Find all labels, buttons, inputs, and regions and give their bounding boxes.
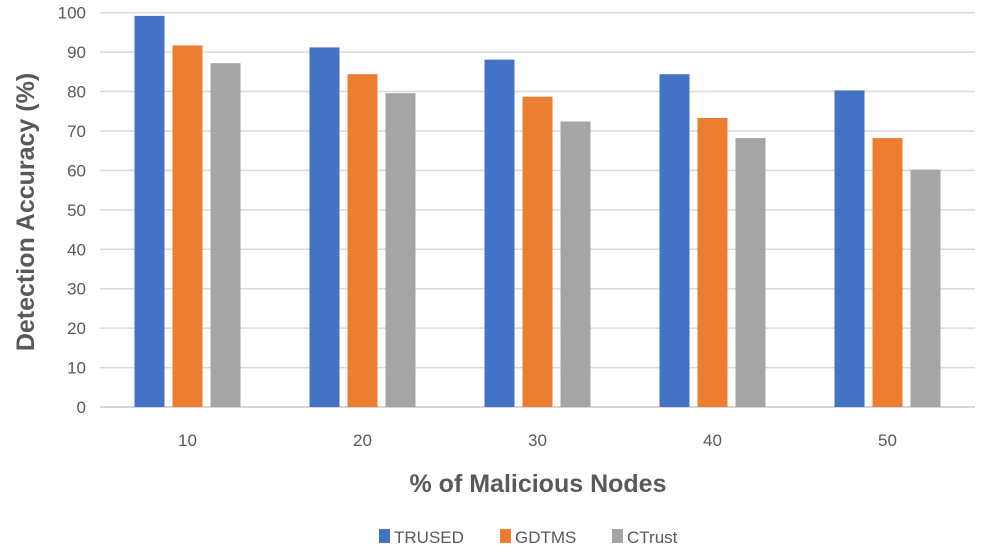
y-tick-label: 10 [67,359,86,378]
x-tick-label: 20 [353,431,372,450]
bar-ctrust-10 [210,63,241,407]
bar-trused-10 [134,15,165,407]
x-axis-title: % of Malicious Nodes [410,470,667,498]
y-tick-label: 80 [67,83,86,102]
bar-trused-50 [834,90,865,407]
y-tick-label: 100 [58,4,86,23]
x-tick-label: 50 [878,431,897,450]
bars [134,15,941,408]
y-tick-label: 20 [67,319,86,338]
legend-swatch-gdtms [500,529,511,543]
x-tick-label: 10 [178,431,197,450]
y-axis-ticks: 0 10 20 30 40 50 60 70 80 90 100 [58,4,86,417]
legend-label-trused: TRUSED [394,528,464,547]
y-tick-label: 40 [67,240,86,259]
legend-label-ctrust: CTrust [627,528,678,547]
y-tick-label: 60 [67,161,86,180]
y-tick-label: 50 [67,201,86,220]
bar-gdtms-20 [347,74,378,407]
bar-ctrust-30 [560,121,591,408]
bar-gdtms-40 [697,117,728,408]
y-axis-title: Detection Accuracy (%) [12,73,40,351]
y-tick-label: 70 [67,122,86,141]
y-tick-label: 0 [77,398,86,417]
x-tick-label: 40 [703,431,722,450]
y-tick-label: 30 [67,280,86,299]
bar-ctrust-20 [385,93,416,407]
x-axis-ticks: 10 20 30 40 50 [178,431,897,450]
bar-ctrust-50 [910,169,941,407]
bar-trused-30 [484,59,515,407]
bar-ctrust-40 [735,138,766,407]
bar-gdtms-30 [522,96,553,407]
bar-trused-40 [659,74,690,407]
x-tick-label: 30 [528,431,547,450]
legend: TRUSED GDTMS CTrust [379,528,678,547]
bar-gdtms-50 [872,138,903,407]
legend-swatch-trused [379,529,390,543]
bar-trused-20 [309,47,340,407]
legend-label-gdtms: GDTMS [515,528,576,547]
y-tick-label: 90 [67,43,86,62]
bar-gdtms-10 [172,45,203,407]
legend-swatch-ctrust [612,529,623,543]
